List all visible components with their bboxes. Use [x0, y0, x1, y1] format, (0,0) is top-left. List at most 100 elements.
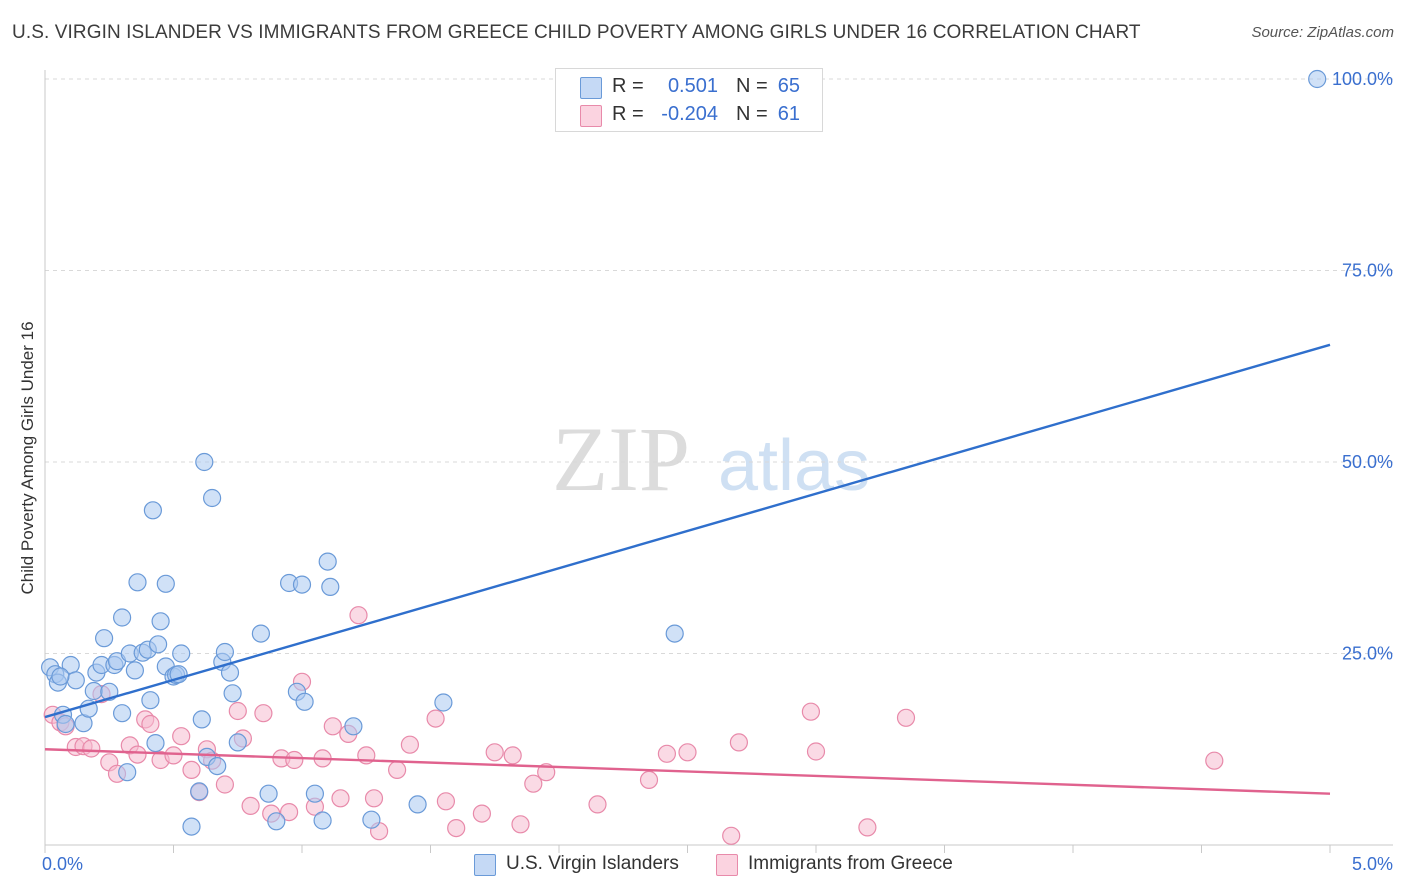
data-point-blue	[223, 684, 242, 703]
r-value: -0.204	[661, 103, 718, 125]
data-point-pink	[537, 763, 556, 782]
data-point-blue	[112, 704, 132, 723]
data-point-blue	[66, 671, 85, 690]
data-point-blue	[192, 710, 211, 729]
data-point-pink	[426, 709, 445, 728]
stats-legend-row-pink: R = -0.204 N = 61	[556, 101, 822, 129]
data-point-pink	[228, 701, 247, 721]
data-point-pink	[436, 792, 455, 811]
pink-swatch	[716, 854, 738, 876]
data-point-pink	[241, 796, 260, 816]
data-point-pink	[678, 743, 697, 762]
y-axis-title: Child Poverty Among Girls Under 16	[18, 321, 37, 595]
data-point-blue	[295, 692, 314, 711]
pink-swatch	[580, 105, 602, 127]
chart-title: U.S. VIRGIN ISLANDER VS IMMIGRANTS FROM …	[12, 22, 1141, 43]
data-point-blue	[321, 577, 340, 597]
data-point-pink	[82, 739, 101, 758]
data-point-pink	[349, 606, 368, 625]
stats-legend: R = 0.501 N = 65 R = -0.204 N = 61	[555, 68, 823, 132]
data-point-pink	[858, 818, 877, 837]
data-point-blue	[84, 681, 103, 701]
data-point-blue	[156, 574, 175, 593]
legend-label: U.S. Virgin Islanders	[506, 853, 679, 874]
y-tick-label: 25.0%	[1342, 644, 1393, 664]
data-point-pink	[215, 775, 234, 794]
n-value: 65	[777, 75, 800, 97]
y-tick-label: 50.0%	[1342, 452, 1393, 472]
r-label: R =	[612, 103, 644, 125]
data-point-blue	[190, 782, 209, 801]
data-point-pink	[806, 742, 826, 761]
blue-swatch	[580, 77, 602, 99]
data-point-pink	[280, 802, 299, 822]
data-point-pink	[722, 826, 741, 845]
data-point-blue	[259, 784, 278, 803]
data-point-pink	[896, 708, 916, 727]
data-point-blue	[208, 756, 227, 776]
data-point-pink	[285, 750, 304, 770]
watermark-atlas: atlas	[718, 426, 870, 506]
data-point-blue	[146, 733, 165, 753]
data-point-pink	[164, 746, 183, 765]
data-point-blue	[434, 693, 453, 712]
data-point-pink	[1205, 751, 1224, 770]
data-point-pink	[503, 746, 522, 765]
y-tick-label: 100.0%	[1332, 69, 1393, 89]
data-point-pink	[388, 760, 407, 780]
data-point-pink	[172, 727, 191, 746]
data-point-pink	[524, 774, 543, 793]
data-point-blue	[118, 763, 137, 782]
data-point-pink	[511, 815, 530, 834]
data-point-pink	[588, 795, 607, 814]
stats-legend-row-blue: R = 0.501 N = 65	[556, 73, 822, 101]
n-value: 61	[777, 103, 800, 125]
legend-label: Immigrants from Greece	[748, 853, 953, 874]
data-point-blue	[220, 663, 240, 682]
data-point-pink	[729, 733, 749, 752]
data-point-blue	[143, 501, 162, 520]
n-label: N =	[736, 75, 768, 97]
data-point-blue	[56, 714, 75, 734]
watermark-zip: ZIP	[552, 408, 690, 510]
series-legend: U.S. Virgin Islanders Immigrants from Gr…	[0, 852, 1406, 878]
trend-line-blue	[44, 343, 1331, 719]
data-point-blue	[149, 635, 168, 654]
data-point-blue	[141, 691, 160, 710]
data-point-blue	[151, 612, 170, 631]
data-point-blue	[203, 488, 222, 508]
data-point-pink	[801, 702, 821, 721]
data-point-blue	[318, 552, 337, 571]
n-label: N =	[736, 103, 768, 125]
data-point-blue	[344, 717, 363, 736]
data-point-pink	[400, 735, 419, 754]
data-point-blue	[195, 452, 214, 472]
data-point-blue	[228, 733, 247, 752]
data-point-blue	[1308, 69, 1327, 89]
data-point-blue	[408, 795, 427, 814]
data-point-pink	[447, 818, 466, 838]
data-point-pink	[182, 760, 201, 780]
data-point-pink	[657, 744, 677, 763]
source-label: Source: ZipAtlas.com	[1251, 24, 1394, 41]
data-point-blue	[305, 784, 324, 803]
x-tick-label: 0.0%	[42, 854, 83, 874]
data-point-pink	[128, 745, 147, 764]
r-value: 0.501	[667, 75, 718, 97]
data-point-blue	[51, 667, 70, 686]
data-point-pink	[331, 789, 350, 808]
data-point-blue	[125, 661, 144, 680]
data-point-blue	[362, 810, 381, 829]
y-tick-label: 75.0%	[1342, 261, 1393, 281]
data-point-blue	[128, 573, 147, 592]
data-point-pink	[639, 770, 659, 790]
data-point-blue	[172, 644, 191, 663]
data-point-blue	[292, 575, 312, 594]
blue-swatch	[474, 854, 496, 876]
data-point-pink	[485, 743, 504, 762]
data-point-blue	[313, 811, 332, 830]
data-point-blue	[267, 812, 286, 831]
r-label: R =	[612, 75, 644, 97]
data-point-blue	[215, 642, 234, 662]
